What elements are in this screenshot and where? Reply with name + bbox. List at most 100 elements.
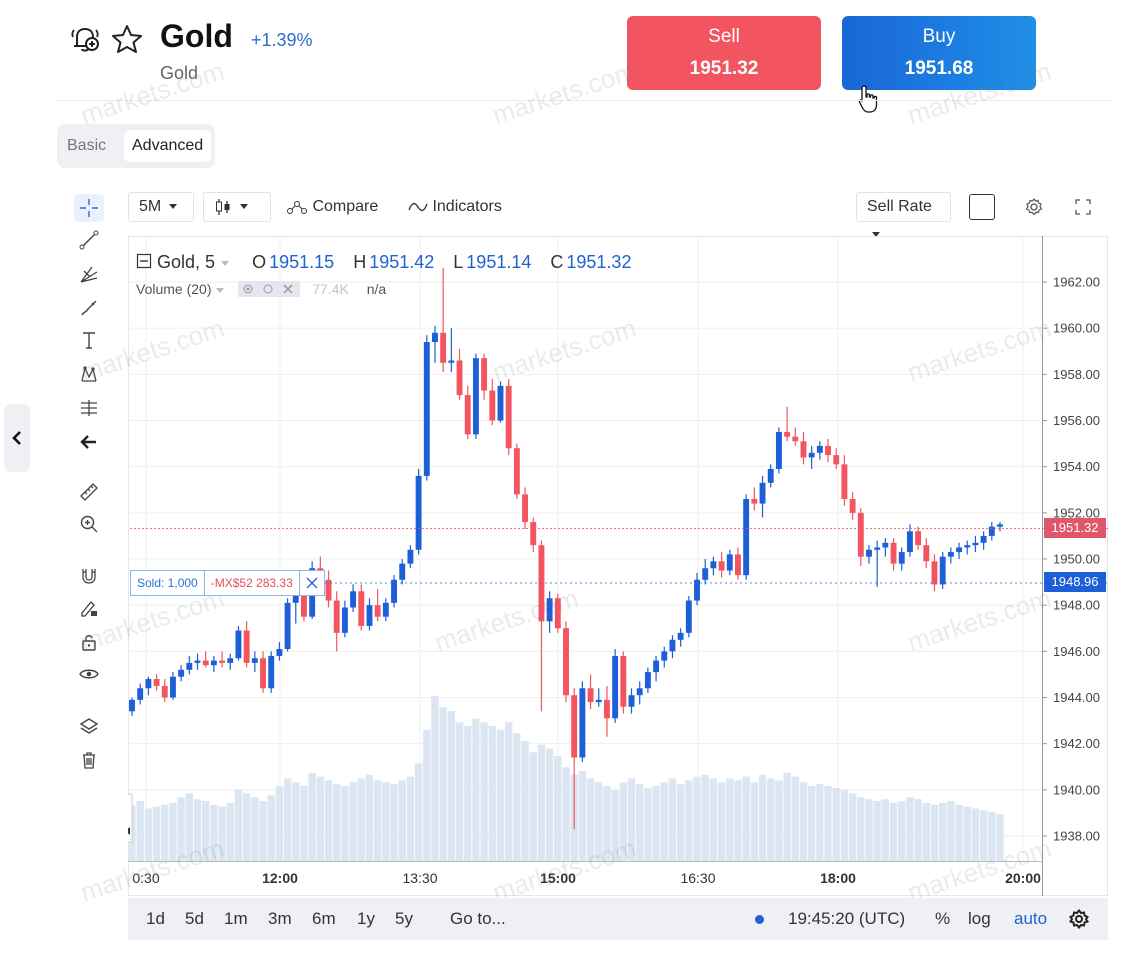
range-1y[interactable]: 1y bbox=[357, 909, 375, 928]
chart-settings-gear-icon[interactable] bbox=[1069, 909, 1089, 929]
candle-body bbox=[939, 556, 946, 585]
y-tick-label: 1942.00 bbox=[1053, 736, 1100, 751]
zoom-in-tool[interactable] bbox=[74, 510, 104, 538]
volume-bar bbox=[988, 812, 996, 861]
brush-tool[interactable] bbox=[74, 294, 104, 322]
volume-bar bbox=[333, 784, 341, 861]
timeframe-bar: 1d 5d 1m 3m 6m 1y 5y Go to... 19:45:20 (… bbox=[128, 898, 1108, 940]
volume-bar bbox=[840, 789, 849, 861]
volume-bar bbox=[185, 793, 194, 861]
candle-body bbox=[325, 579, 332, 601]
price-chart[interactable]: 1962.00 1960.00 1958.00 1956.00 1954.00 1952.… bbox=[128, 236, 1108, 896]
goto-date-button[interactable]: Go to... bbox=[450, 909, 506, 928]
sell-button[interactable]: Sell 1951.32 bbox=[627, 16, 821, 90]
close-position-button[interactable] bbox=[300, 571, 324, 595]
candle-body bbox=[972, 542, 979, 546]
interval-select[interactable]: 5M bbox=[128, 192, 194, 222]
volume-bar bbox=[644, 787, 652, 861]
forecast-tool[interactable] bbox=[74, 394, 104, 422]
volume-bar bbox=[898, 801, 906, 861]
volume-bar bbox=[390, 784, 398, 861]
indicators-icon bbox=[408, 202, 428, 211]
chevron-left-icon bbox=[12, 431, 21, 445]
gann-fib-tool[interactable] bbox=[74, 260, 104, 288]
forecast-icon bbox=[81, 400, 97, 416]
candle-body bbox=[751, 498, 758, 504]
candle-body bbox=[546, 598, 553, 622]
tab-advanced[interactable]: Advanced bbox=[124, 130, 212, 162]
candle-body bbox=[227, 658, 234, 663]
range-6m[interactable]: 6m bbox=[312, 909, 336, 928]
collapse-legend-icon[interactable] bbox=[136, 253, 152, 269]
layers-icon bbox=[79, 718, 99, 734]
visibility-tool[interactable] bbox=[74, 660, 104, 688]
range-5d[interactable]: 5d bbox=[185, 909, 204, 928]
candle-body bbox=[587, 688, 594, 703]
volume-controls-icon[interactable] bbox=[238, 281, 301, 297]
fullscreen-icon[interactable] bbox=[1073, 197, 1093, 217]
rate-value: Sell Rate bbox=[867, 198, 932, 215]
candle-body bbox=[292, 591, 299, 603]
candle-body bbox=[505, 385, 512, 449]
candle-body bbox=[129, 699, 135, 712]
log-scale-toggle[interactable]: log bbox=[968, 909, 991, 928]
auto-scale-toggle[interactable]: auto bbox=[1014, 909, 1048, 928]
chart-canvas[interactable]: 1962.00 1960.00 1958.00 1956.00 1954.00 1952.… bbox=[128, 236, 1108, 896]
screenshot-toggle[interactable] bbox=[969, 194, 995, 220]
candle-body bbox=[833, 455, 840, 465]
candle-body bbox=[472, 358, 479, 435]
candle-body bbox=[464, 395, 471, 435]
trend-line-tool[interactable] bbox=[74, 226, 104, 254]
y-tick-label: 1938.00 bbox=[1053, 829, 1100, 844]
tab-basic[interactable]: Basic bbox=[67, 137, 107, 154]
candle-body bbox=[358, 591, 365, 626]
text-tool[interactable] bbox=[74, 326, 104, 354]
volume-bar bbox=[636, 784, 644, 861]
volume-bar bbox=[586, 778, 595, 861]
chart-type-select[interactable] bbox=[203, 192, 271, 222]
candle-body bbox=[169, 676, 176, 698]
crosshair-tool[interactable] bbox=[74, 194, 104, 222]
volume-bar bbox=[349, 782, 357, 861]
volume-bar bbox=[357, 778, 365, 861]
candle-body bbox=[784, 432, 791, 437]
y-tick-label: 1956.00 bbox=[1053, 413, 1100, 428]
range-1m[interactable]: 1m bbox=[224, 909, 248, 928]
indicators-button[interactable]: Indicators bbox=[408, 192, 502, 222]
delete-drawings-tool[interactable] bbox=[74, 746, 104, 774]
lock-drawings-tool[interactable] bbox=[74, 594, 104, 622]
candle-body bbox=[497, 385, 504, 421]
volume-bar bbox=[947, 801, 955, 861]
collapse-panel-button[interactable] bbox=[4, 404, 30, 472]
range-1d[interactable]: 1d bbox=[146, 909, 165, 928]
volume-bar bbox=[881, 799, 890, 861]
candle-body bbox=[980, 535, 987, 543]
range-5y[interactable]: 5y bbox=[395, 909, 413, 928]
settings-gear-icon[interactable] bbox=[1023, 196, 1045, 218]
volume-bar bbox=[472, 718, 480, 861]
rate-select[interactable]: Sell Rate bbox=[856, 192, 951, 238]
candle-body bbox=[677, 632, 684, 640]
alert-bell-add-icon[interactable] bbox=[68, 22, 102, 56]
layers-tool[interactable] bbox=[74, 712, 104, 740]
volume-bar bbox=[726, 778, 734, 861]
caret-down-icon bbox=[221, 260, 230, 266]
compare-button[interactable]: Compare bbox=[286, 192, 378, 222]
zoom-in-icon bbox=[80, 515, 98, 533]
position-line-label[interactable]: Sold: 1,000 -MX$52 283.33 bbox=[130, 570, 325, 596]
magnet-tool[interactable] bbox=[74, 562, 104, 590]
y-tick-label: 1944.00 bbox=[1053, 690, 1100, 705]
volume-bar bbox=[324, 780, 333, 861]
candle-body bbox=[915, 531, 922, 546]
back-arrow-tool[interactable] bbox=[74, 428, 104, 456]
unlock-tool[interactable] bbox=[74, 628, 104, 656]
candle-body bbox=[440, 332, 447, 363]
favorite-star-icon[interactable] bbox=[110, 22, 144, 56]
candle-body bbox=[268, 655, 275, 689]
percent-scale-toggle[interactable]: % bbox=[935, 909, 951, 928]
range-3m[interactable]: 3m bbox=[268, 909, 292, 928]
measure-tool[interactable] bbox=[74, 478, 104, 506]
pattern-tool[interactable] bbox=[74, 360, 104, 388]
candle-body bbox=[456, 360, 463, 396]
buy-button[interactable]: Buy 1951.68 bbox=[842, 16, 1036, 90]
